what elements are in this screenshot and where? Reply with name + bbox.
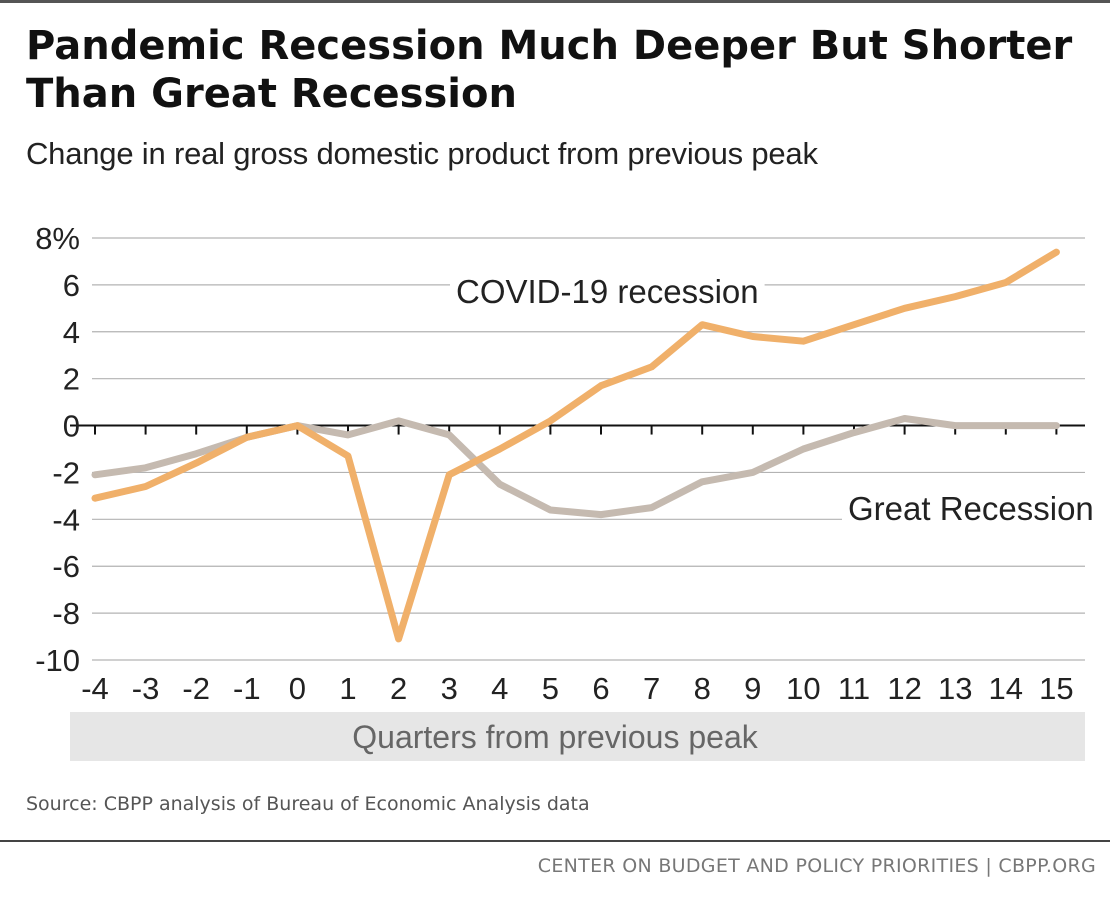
x-tick-label: 3 [441,671,458,706]
footer-credit: CENTER ON BUDGET AND POLICY PRIORITIES |… [537,855,1096,877]
x-tick-label: 7 [643,671,660,706]
series-label: Great Recession [848,490,1094,527]
x-tick-label: 9 [744,671,761,706]
grid-lines [92,237,1085,661]
source-note: Source: CBPP analysis of Bureau of Econo… [26,793,590,815]
x-tick-label: 10 [786,671,820,706]
y-tick-label: -8 [52,596,80,631]
y-tick-label: 0 [63,409,80,444]
y-tick-label: -2 [52,455,80,490]
chart-subtitle: Change in real gross domestic product fr… [26,136,818,171]
x-tick-label: 0 [289,671,306,706]
y-tick-label: 6 [63,268,80,303]
x-tick-label: 6 [592,671,609,706]
x-tick-label: 15 [1039,671,1073,706]
series-lines [91,248,1060,643]
x-tick-label: 4 [491,671,508,706]
y-tick-label: 2 [63,362,80,397]
x-tick-label: -4 [81,671,109,706]
x-tick-label: 8 [694,671,711,706]
series-line-covid-19-recession [91,248,1060,643]
x-axis-title: Quarters from previous peak [352,719,759,755]
x-tick-label: 5 [542,671,559,706]
y-tick-label: -4 [52,502,80,537]
chart-title: Pandemic Recession Much Deeper But Short… [26,23,1073,117]
y-tick-label: 4 [63,315,80,350]
x-tick-label: -2 [182,671,210,706]
zero-axis [70,424,1085,435]
series-label-background [842,490,1100,527]
x-tick-label: 13 [938,671,972,706]
x-axis-title-band [70,712,1085,761]
x-axis-label-band [70,712,1085,761]
y-tick-label: -10 [35,643,80,678]
top-rule [0,0,1110,3]
x-tick-label: -1 [233,671,261,706]
series-label: COVID-19 recession [456,273,759,310]
x-tick-label: 1 [339,671,356,706]
y-tick-label: 8% [35,221,80,256]
bottom-rule [0,840,1110,842]
x-tick-label: 11 [838,671,870,706]
y-tick-label: -6 [52,549,80,584]
x-tick-label: 12 [887,671,921,706]
x-tick-label: 2 [390,671,407,706]
x-tick-label: -3 [132,671,160,706]
series-label-background [450,273,765,310]
x-tick-label: 14 [989,671,1023,706]
